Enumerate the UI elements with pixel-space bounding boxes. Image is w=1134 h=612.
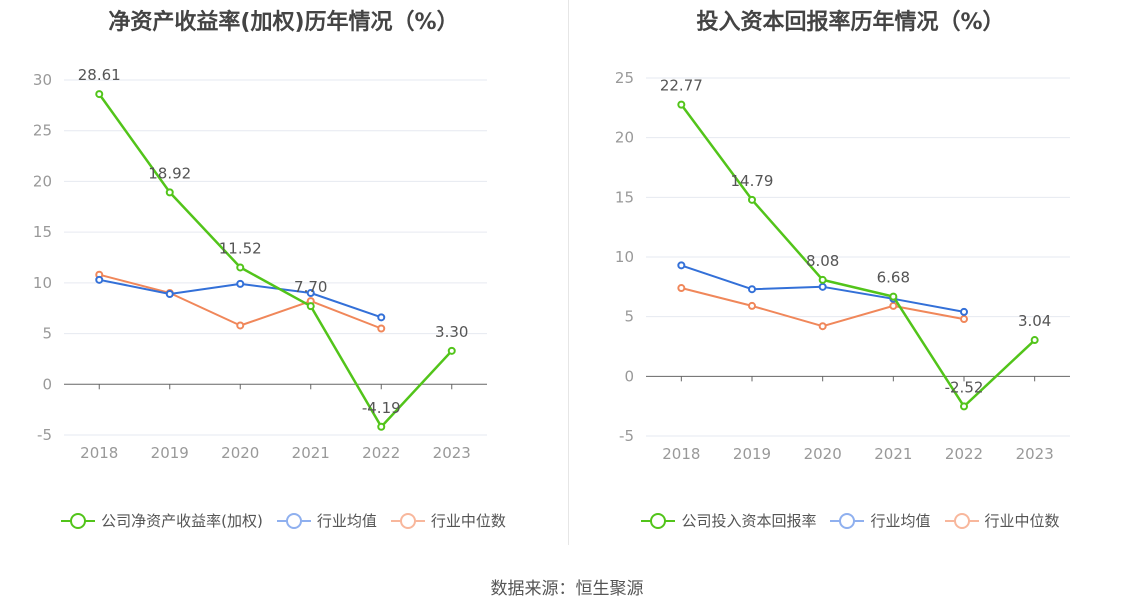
legend-line-circle-icon — [390, 512, 425, 529]
x-tick-label: 2019 — [151, 444, 189, 462]
data-label: 3.30 — [435, 323, 468, 341]
legend-line-circle-icon — [830, 512, 865, 529]
roe-legend: 公司净资产收益率(加权) 行业均值 行业中位数 — [0, 510, 567, 531]
data-point-avg — [960, 307, 968, 316]
data-label: 14.79 — [731, 172, 774, 190]
legend-item-industry-avg[interactable]: 行业均值 — [830, 510, 931, 531]
y-tick-label: 10 — [615, 248, 634, 266]
legend-item-company-roe[interactable]: 公司净资产收益率(加权) — [61, 510, 263, 531]
panel-divider — [568, 0, 569, 545]
legend-label: 行业均值 — [870, 512, 931, 530]
data-point-avg — [818, 282, 827, 291]
data-point-company — [960, 402, 968, 411]
legend-item-industry-median[interactable]: 行业中位数 — [390, 510, 506, 531]
legend-item-industry-median[interactable]: 行业中位数 — [944, 510, 1060, 531]
data-label: -4.19 — [362, 399, 401, 417]
y-tick-label: 0 — [624, 367, 634, 385]
y-tick-label: 5 — [42, 325, 52, 343]
y-tick-label: -5 — [37, 426, 52, 444]
series-line-company — [98, 93, 453, 429]
data-point-median — [889, 301, 898, 310]
roic-chart-svg: -5 0 5 10 15 20 25 2018 2019 2020 2021 2022 2023 22.7… — [615, 69, 1070, 463]
y-tick-label: -5 — [619, 427, 634, 445]
roic-chart-title: 投入资本回报率历年情况（%） — [696, 10, 1005, 35]
data-point-company — [306, 302, 315, 311]
data-point-median — [236, 321, 245, 330]
legend-item-industry-avg[interactable]: 行业均值 — [276, 510, 377, 531]
legend-label: 公司净资产收益率(加权) — [101, 512, 263, 530]
y-tick-label: 10 — [33, 274, 52, 292]
data-label: -2.52 — [945, 378, 984, 396]
series-line-company — [680, 103, 1036, 408]
data-point-company — [677, 100, 686, 109]
x-tick-label: 2022 — [945, 445, 983, 463]
x-tick-label: 2019 — [733, 445, 771, 463]
legend-line-circle-icon — [276, 512, 311, 529]
x-tick-label: 2018 — [80, 444, 118, 462]
data-point-company — [165, 188, 174, 197]
data-source-note: 数据来源：恒生聚源 — [490, 579, 644, 599]
x-tick-label: 2023 — [1016, 445, 1054, 463]
y-tick-label: 20 — [615, 129, 634, 147]
legend-line-circle-icon — [641, 512, 676, 529]
data-point-company — [1030, 336, 1039, 345]
x-tick-label: 2020 — [221, 444, 259, 462]
y-tick-label: 20 — [33, 172, 52, 190]
x-tick-label: 2018 — [662, 445, 700, 463]
data-point-company — [818, 275, 827, 284]
x-tick-label: 2023 — [433, 444, 471, 462]
data-point-company — [377, 422, 386, 431]
data-point-avg — [165, 290, 174, 299]
data-point-median — [748, 301, 756, 310]
data-point-median — [377, 324, 386, 333]
data-point-avg — [95, 275, 104, 284]
legend-line-circle-icon — [944, 512, 979, 529]
y-tick-label: 5 — [624, 308, 634, 326]
legend-item-company-roic[interactable]: 公司投入资本回报率 — [641, 510, 816, 531]
x-tick-label: 2022 — [362, 444, 400, 462]
data-point-company — [748, 195, 756, 204]
data-point-avg — [306, 289, 315, 297]
series-line-median — [681, 287, 965, 328]
data-label: 28.61 — [78, 66, 121, 84]
roe-chart-title: 净资产收益率(加权)历年情况（%） — [108, 10, 459, 35]
x-tick-label: 2021 — [292, 444, 330, 462]
data-label: 6.68 — [877, 269, 910, 287]
y-tick-label: 25 — [33, 122, 52, 140]
data-point-avg — [748, 285, 756, 294]
data-label: 18.92 — [148, 164, 191, 182]
data-point-avg — [677, 261, 686, 270]
data-point-company — [447, 346, 456, 355]
legend-label: 行业中位数 — [984, 512, 1060, 530]
data-point-median — [677, 284, 686, 293]
roe-chart-panel: 净资产收益率(加权)历年情况（%） -5 0 5 10 15 20 25 30 2018 2019… — [0, 0, 567, 560]
y-tick-label: 15 — [33, 223, 52, 241]
legend-line-circle-icon — [61, 512, 96, 529]
data-point-median — [960, 315, 968, 324]
data-point-avg — [377, 313, 386, 322]
roic-legend: 公司投入资本回报率 行业均值 行业中位数 — [567, 510, 1134, 531]
data-label: 22.77 — [660, 77, 703, 95]
y-tick-label: 25 — [615, 69, 634, 87]
y-tick-label: 30 — [33, 71, 52, 89]
legend-label: 行业均值 — [316, 512, 377, 530]
data-point-company — [889, 292, 898, 301]
data-point-avg — [236, 279, 245, 288]
y-tick-label: 15 — [615, 188, 634, 206]
x-tick-label: 2021 — [874, 445, 912, 463]
data-label: 11.52 — [219, 239, 262, 257]
roic-chart-panel: 投入资本回报率历年情况（%） -5 0 5 10 15 20 25 2018 2019 2020 2… — [567, 0, 1134, 560]
legend-label: 行业中位数 — [430, 512, 506, 530]
roe-chart-svg: -5 0 5 10 15 20 25 30 2018 2019 2020 2021 2022 2023 28… — [33, 66, 487, 462]
data-point-median — [818, 322, 827, 331]
data-point-company — [236, 263, 245, 272]
legend-label: 公司投入资本回报率 — [681, 512, 817, 530]
data-label: 8.08 — [806, 252, 839, 270]
data-label: 3.04 — [1018, 312, 1051, 330]
y-tick-label: 0 — [42, 375, 52, 393]
x-tick-label: 2020 — [804, 445, 842, 463]
data-label: 7.70 — [294, 278, 327, 296]
data-point-company — [95, 90, 104, 99]
